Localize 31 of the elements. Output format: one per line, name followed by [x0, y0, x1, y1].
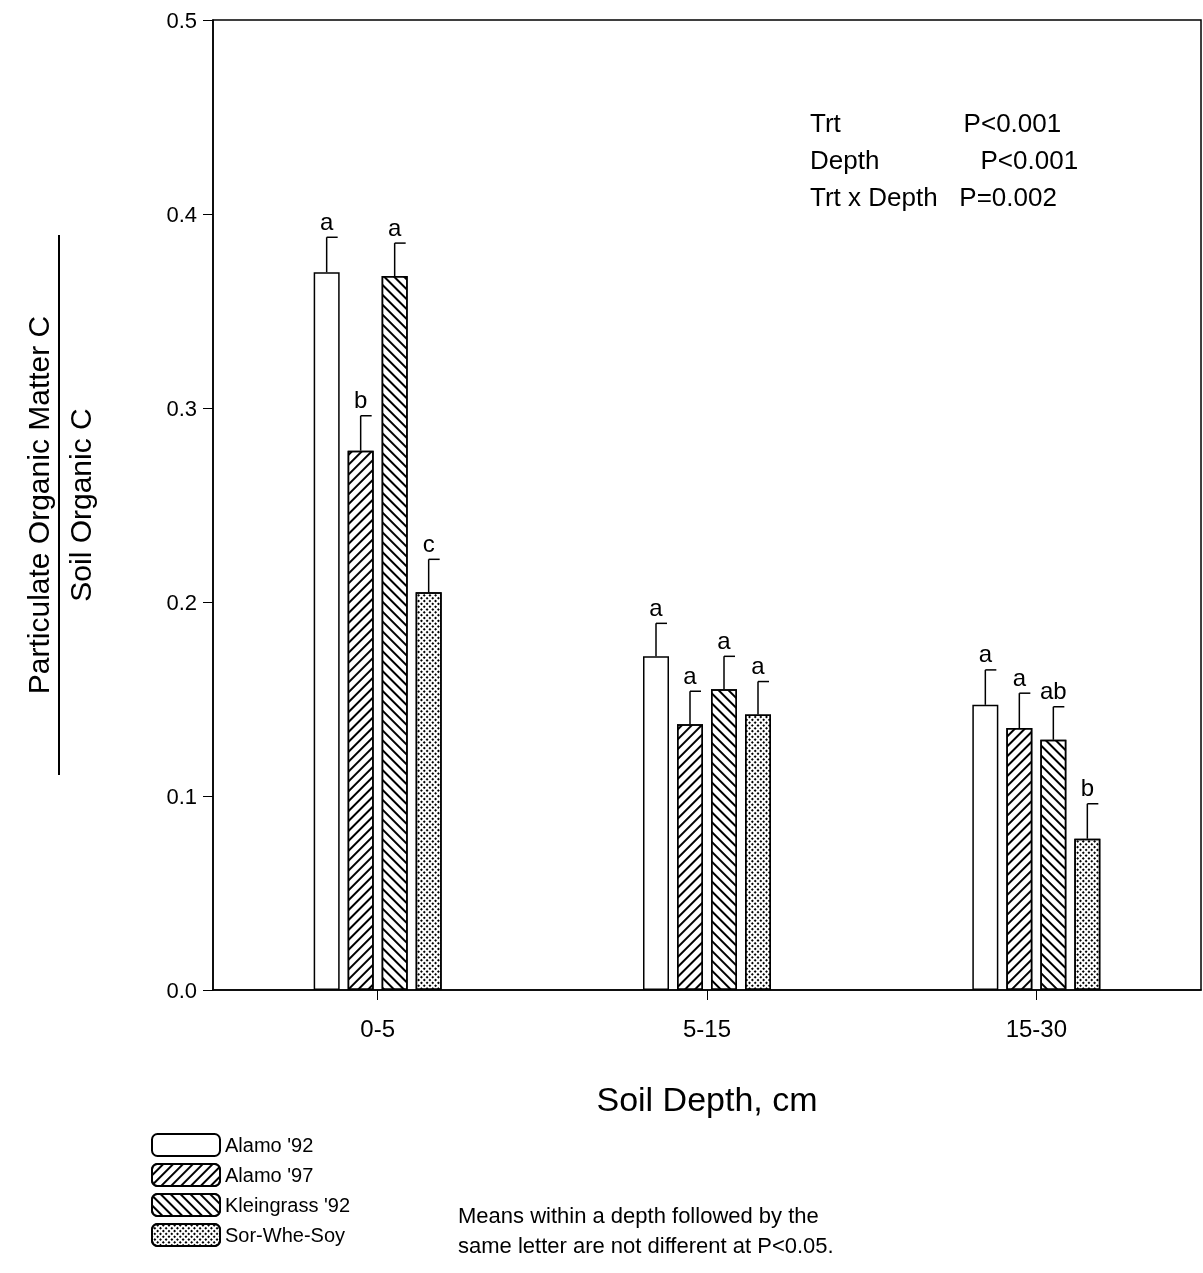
x-tick-label: 0-5 [360, 1014, 396, 1042]
legend-label: Alamo '97 [225, 1164, 314, 1186]
data-label: a [387, 213, 402, 241]
annotation: Trt P<0.001 [810, 108, 1062, 138]
y-axis-title: Particulate Organic Matter C Soil Organic C [21, 315, 97, 695]
legend-label: Sor-Whe-Soy [225, 1224, 346, 1246]
x-tick-label: 5-15 [682, 1014, 732, 1042]
data-label: a [649, 593, 664, 621]
data-label: a [751, 652, 766, 680]
y-tick-label: 0.4 [166, 201, 197, 227]
y-tick-label: 0.5 [166, 7, 197, 33]
data-label: b [1080, 774, 1095, 802]
y-tick-label: 0.1 [166, 783, 197, 809]
annotation: Trt x Depth P=0.002 [810, 182, 1057, 212]
x-axis-title: Soil Depth, cm [596, 1080, 818, 1118]
data-label: a [683, 661, 698, 689]
data-label: a [717, 626, 732, 654]
data-label: c [422, 529, 435, 557]
y-tick-label: 0.0 [166, 977, 197, 1003]
y-tick-label: 0.3 [166, 395, 197, 421]
annotation: Depth P<0.001 [810, 145, 1079, 175]
legend-label: Alamo '92 [225, 1134, 314, 1156]
data-label: a [319, 207, 334, 235]
data-label: ab [1039, 677, 1067, 705]
y-tick-label: 0.2 [166, 589, 197, 615]
x-tick-label: 15-30 [1005, 1014, 1068, 1042]
data-label: a [1012, 663, 1027, 691]
legend-label: Kleingrass '92 [225, 1194, 350, 1216]
data-label: a [978, 640, 993, 668]
data-label: b [353, 386, 368, 414]
text: Means within a depth followed by the same letter are not different at P<0.05. [458, 1202, 834, 1258]
